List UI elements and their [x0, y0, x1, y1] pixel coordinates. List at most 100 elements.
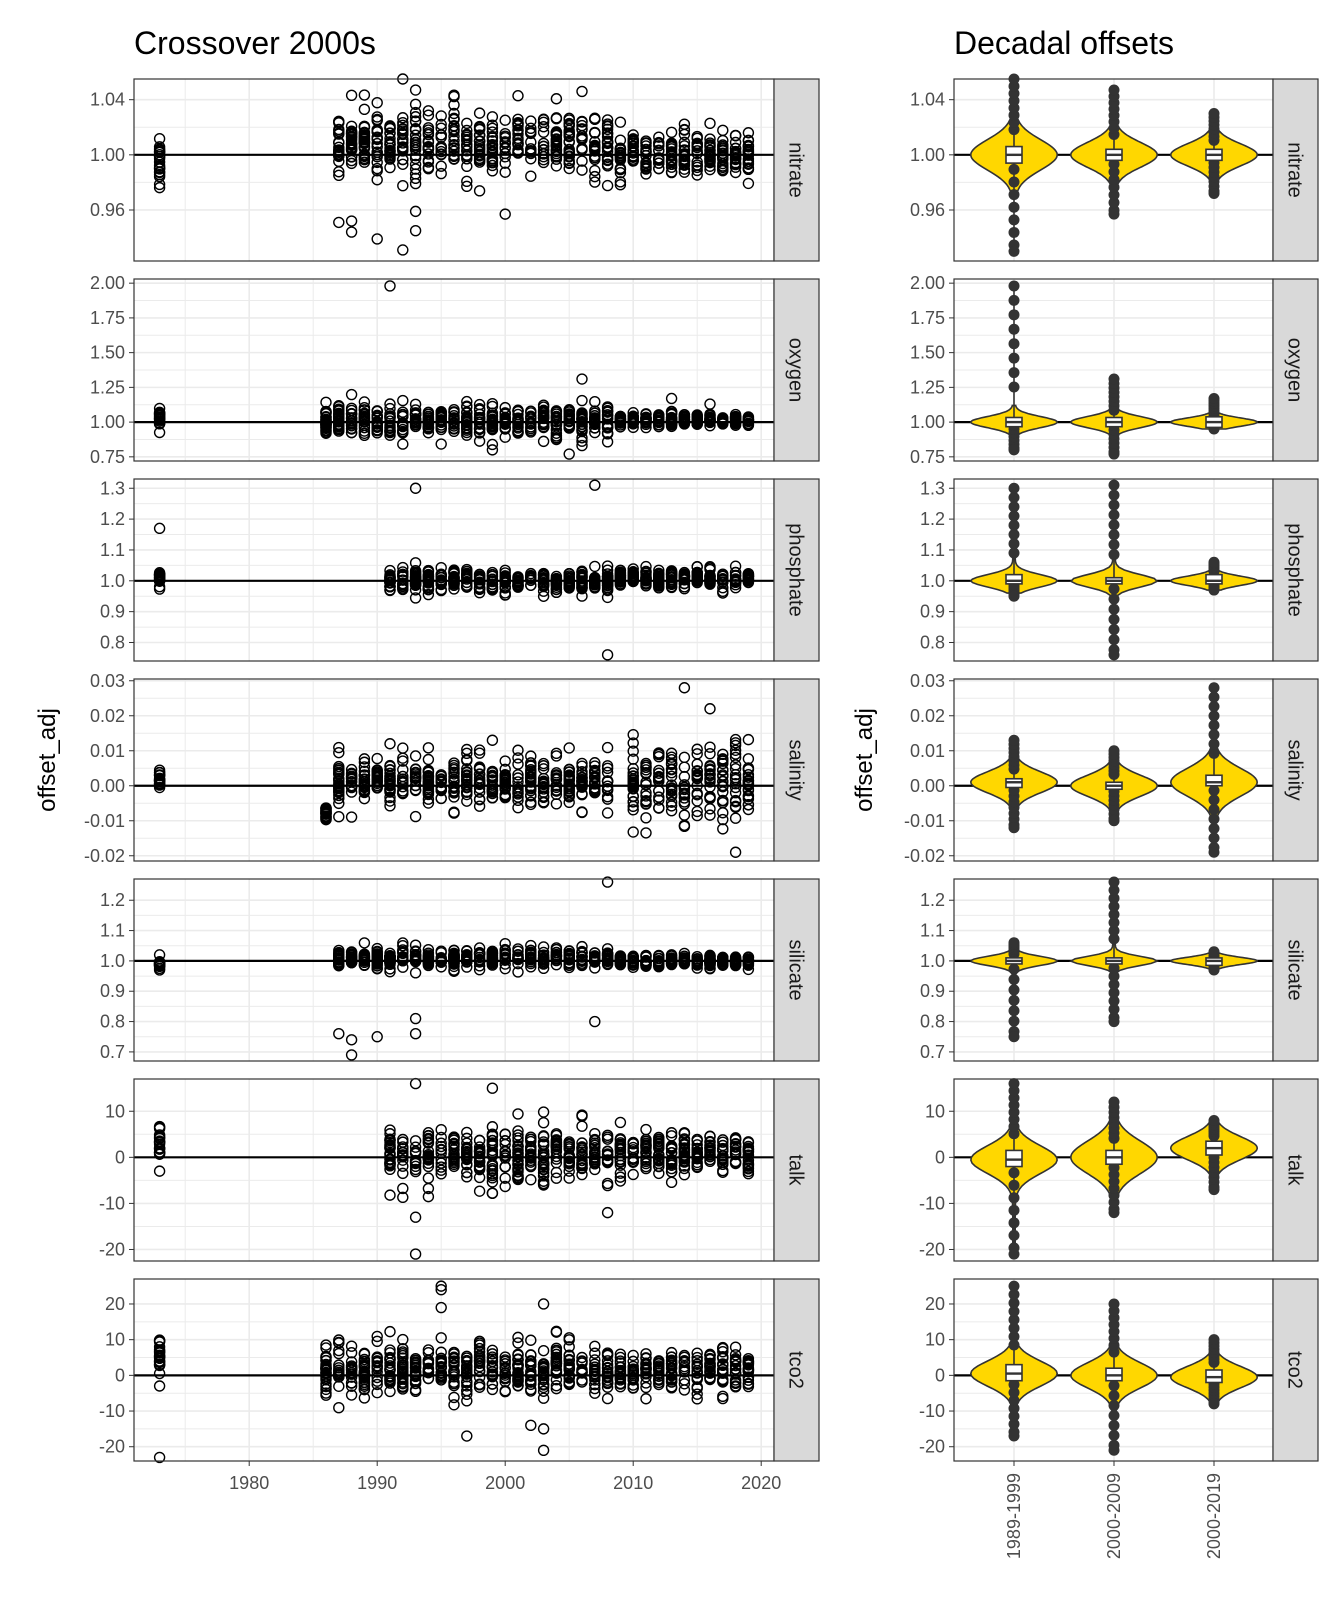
box-outlier: [1208, 187, 1220, 199]
y-tick-label: 1.3: [920, 478, 945, 498]
scatter-point: [525, 796, 537, 808]
y-tick-label: 0: [115, 1365, 125, 1385]
scatter-point: [704, 413, 716, 425]
scatter-point: [345, 426, 358, 439]
box-outlier: [1108, 166, 1120, 178]
scatter-point: [601, 1392, 614, 1405]
scatter-point: [409, 409, 422, 421]
scatter-point: [473, 156, 486, 168]
box-outlier: [1108, 181, 1120, 193]
scatter-point: [601, 158, 614, 170]
scatter-point: [576, 1120, 588, 1132]
scatter-point: [397, 742, 409, 754]
scatter-point-outlier: [371, 233, 383, 245]
scatter-point: [345, 388, 358, 401]
scatter-point: [665, 1176, 678, 1189]
scatter-point: [512, 758, 524, 770]
facet-strip: [773, 278, 820, 462]
y-tick-label: 1.75: [910, 308, 945, 328]
y-tick-label: 0.01: [90, 741, 125, 761]
box-outlier: [1008, 590, 1020, 602]
box-outlier: [1108, 448, 1120, 460]
scatter-point: [742, 139, 755, 152]
scatter-point: [371, 174, 383, 186]
scatter-point: [704, 160, 716, 172]
box-outlier: [1108, 208, 1120, 220]
facet-strip-label-talk: talk: [785, 1154, 807, 1186]
box-outlier: [1008, 822, 1020, 834]
scatter-point: [550, 1166, 563, 1179]
scatter-point: [153, 150, 166, 163]
scatter-point: [422, 109, 435, 121]
scatter-point: [435, 110, 447, 122]
scatter-point: [384, 122, 396, 134]
scatter-point: [397, 119, 409, 132]
scatter-point: [550, 431, 563, 444]
scatter-point: [435, 118, 447, 131]
scatter-point: [473, 418, 486, 430]
scatter-point: [627, 150, 639, 162]
scatter-point: [614, 116, 627, 128]
y-tick-label: 1.1: [100, 540, 125, 560]
scatter-point: [601, 120, 614, 133]
box-outlier: [1108, 499, 1120, 511]
y-tick-label: 0.8: [920, 1012, 945, 1032]
scatter-point: [550, 126, 563, 138]
scatter-point: [742, 419, 755, 431]
scatter-point: [704, 117, 716, 130]
panel-border: [133, 878, 775, 1062]
box-outlier: [1008, 963, 1020, 975]
scatter-point: [525, 147, 537, 160]
scatter-point: [499, 114, 511, 126]
scatter-point: [461, 1126, 473, 1139]
facet-strip-label-salinity: salinity: [785, 739, 807, 800]
box-outlier: [1108, 745, 1120, 757]
scatter-point: [397, 137, 409, 149]
scatter-point: [473, 427, 486, 439]
y-tick-label: -0.01: [904, 811, 945, 831]
scatter-point: [345, 130, 358, 143]
scatter-point: [537, 120, 550, 133]
box-outlier: [1208, 823, 1220, 834]
right-chart-title: Decadal offsets: [954, 25, 1174, 61]
scatter-point: [653, 157, 665, 169]
scatter-point: [525, 170, 537, 182]
box-outlier: [1008, 482, 1020, 494]
scatter-point: [653, 419, 665, 431]
y-tick-label: 0.75: [90, 447, 125, 467]
scatter-point: [576, 123, 588, 135]
scatter-point: [397, 1167, 409, 1180]
scatter-point: [409, 413, 422, 425]
scatter-point: [614, 146, 627, 159]
y-tick-label: 0.9: [920, 602, 945, 622]
y-tick-label: 2.00: [910, 273, 945, 293]
scatter-point: [691, 141, 703, 154]
box-outlier: [1008, 937, 1020, 949]
box-outlier: [1108, 603, 1120, 615]
y-tick-label: 20: [105, 1294, 125, 1314]
scatter-point: [422, 128, 435, 141]
facet-strip: [1272, 278, 1319, 462]
scatter-point: [704, 163, 716, 176]
y-tick-label: -10: [99, 1193, 125, 1213]
scatter-point: [717, 150, 729, 163]
y-tick-label: 0.00: [910, 776, 945, 796]
scatter-point: [537, 147, 550, 159]
box-outlier: [1008, 245, 1020, 257]
scatter-point: [461, 117, 473, 129]
scatter-point: [333, 123, 345, 136]
box-outlier: [1108, 158, 1120, 170]
scatter-point: [473, 1185, 486, 1197]
scatter-point: [717, 807, 729, 819]
scatter-point: [345, 142, 358, 154]
scatter-point: [345, 407, 358, 420]
box-outlier: [1208, 729, 1220, 741]
scatter-point: [473, 120, 486, 133]
scatter-point: [525, 407, 537, 419]
y-tick-label: 1.0: [100, 571, 125, 591]
scatter-point: [422, 161, 435, 174]
y-tick-label: 0: [935, 1147, 945, 1167]
scatter-point: [717, 823, 729, 835]
